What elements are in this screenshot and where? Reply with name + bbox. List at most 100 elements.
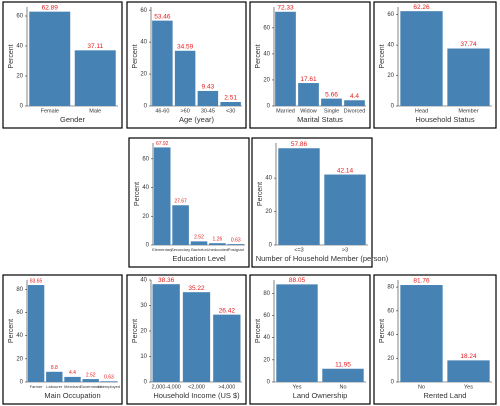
x-tick-label: Female xyxy=(41,108,59,114)
y-axis-title: Percent xyxy=(255,44,262,68)
value-label: 2.52 xyxy=(86,372,96,378)
value-label: 88.05 xyxy=(289,277,306,284)
y-tick-label: 0 xyxy=(144,380,148,386)
value-label: 42.14 xyxy=(337,167,354,174)
x-axis-title: Household Status xyxy=(415,115,474,124)
x-tick-label: Head xyxy=(415,108,428,114)
x-tick-label: Farmer xyxy=(30,384,44,389)
value-label: 37.11 xyxy=(87,43,103,50)
y-tick-label: 40 xyxy=(16,44,23,50)
y-axis-title: Percent xyxy=(379,319,386,343)
y-tick-label: 40 xyxy=(16,333,23,339)
bar xyxy=(344,100,365,106)
y-tick-label: 60 xyxy=(387,12,394,18)
y-tick-label: 0 xyxy=(267,104,271,110)
bar xyxy=(152,284,180,382)
x-tick-label: Yes xyxy=(464,384,473,390)
y-tick-label: 80 xyxy=(263,291,270,297)
y-tick-label: 20 xyxy=(16,356,23,362)
bar xyxy=(227,244,245,245)
x-axis-title: Rented Land xyxy=(424,391,467,400)
bar xyxy=(322,368,364,382)
value-label: 83.65 xyxy=(30,278,43,284)
y-tick-label: 0 xyxy=(267,380,271,386)
x-tick-label: Postgrad xyxy=(228,247,244,252)
value-label: 11.95 xyxy=(335,361,351,368)
x-axis-title: Age (year) xyxy=(179,115,215,124)
value-label: 18.24 xyxy=(460,353,477,360)
y-tick-label: 20 xyxy=(387,73,394,79)
value-label: 27.67 xyxy=(174,199,187,205)
y-tick-label: 0 xyxy=(144,104,148,110)
y-tick-label: 20 xyxy=(16,74,23,80)
x-axis-title: Marital Status xyxy=(297,115,343,124)
y-tick-label: 60 xyxy=(142,156,149,162)
x-tick-label: Yes xyxy=(293,384,302,390)
x-tick-label: 30-45 xyxy=(201,108,215,114)
panel: Percent Land Ownership 0 20 40 60 80 Yes 88.05 No… xyxy=(249,274,371,405)
bar xyxy=(278,148,320,245)
bar xyxy=(400,11,443,106)
bar xyxy=(275,11,296,107)
x-tick-label: Merchant xyxy=(64,384,82,389)
bar xyxy=(447,360,490,382)
x-tick-label: Secondary xyxy=(171,247,190,252)
panel: Percent Household Status 0 20 40 60 Head 62.26 M… xyxy=(373,1,497,129)
value-label: 35.22 xyxy=(188,285,205,292)
value-label: 72.33 xyxy=(277,4,294,11)
bar xyxy=(64,376,81,382)
x-tick-label: 46-60 xyxy=(155,108,169,114)
x-tick-label: >3 xyxy=(342,247,348,253)
y-tick-label: 20 xyxy=(265,209,272,215)
panel-border xyxy=(249,1,371,129)
y-tick-label: 20 xyxy=(142,214,149,220)
value-label: 8.8 xyxy=(51,365,58,371)
value-label: 2.51 xyxy=(224,95,237,102)
y-tick-label: 20 xyxy=(387,356,394,362)
y-tick-label: 60 xyxy=(387,308,394,314)
bar xyxy=(447,48,490,106)
x-tick-label: Divorced xyxy=(344,108,366,114)
y-tick-label: 40 xyxy=(142,185,149,191)
y-tick-label: 0 xyxy=(391,104,395,110)
x-tick-label: Bachelor xyxy=(191,247,207,252)
panel: Percent Household Income (US $) 0 10 20 30 40 2… xyxy=(126,274,247,405)
x-tick-label: Single xyxy=(324,108,339,114)
y-tick-label: 10 xyxy=(140,354,147,360)
panel-border xyxy=(128,137,250,268)
value-label: 4.4 xyxy=(69,370,76,376)
y-axis-title: Percent xyxy=(255,319,262,343)
x-tick-label: Labourer xyxy=(46,384,63,389)
panel-border xyxy=(2,274,123,405)
y-tick-label: 0 xyxy=(269,243,273,249)
y-tick-label: 80 xyxy=(387,285,394,291)
y-tick-label: 40 xyxy=(263,51,270,57)
panel: Percent Marital Status 0 20 40 60 Married 72.33… xyxy=(249,1,371,129)
y-tick-label: 40 xyxy=(140,278,147,284)
bar xyxy=(324,174,366,245)
y-tick-label: 0 xyxy=(20,380,24,386)
x-tick-label: Uneducated xyxy=(207,247,229,252)
x-axis-title: Household Income (US $) xyxy=(153,391,240,400)
y-axis-title: Percent xyxy=(8,319,15,343)
x-tick-label: <=3 xyxy=(294,247,303,253)
x-tick-label: No xyxy=(418,384,425,390)
value-label: 2.52 xyxy=(194,235,204,241)
x-tick-label: <2,000 xyxy=(188,384,205,390)
y-tick-label: 20 xyxy=(263,78,270,84)
bar xyxy=(29,11,71,106)
value-label: 0.63 xyxy=(231,237,241,243)
value-label: 53.46 xyxy=(154,13,171,20)
y-tick-label: 40 xyxy=(387,43,394,49)
x-tick-label: 2,000-4,000 xyxy=(151,384,180,390)
value-label: 4.4 xyxy=(350,93,359,100)
x-axis-title: Land Ownership xyxy=(293,391,348,400)
bar xyxy=(276,284,318,382)
bar xyxy=(100,381,118,382)
x-axis-title: Number of Household Member (person) xyxy=(256,254,389,263)
y-tick-label: 20 xyxy=(263,357,270,363)
y-tick-label: 60 xyxy=(140,8,147,14)
x-axis-title: Main Occupation xyxy=(44,391,100,400)
y-axis-title: Percent xyxy=(132,319,139,343)
